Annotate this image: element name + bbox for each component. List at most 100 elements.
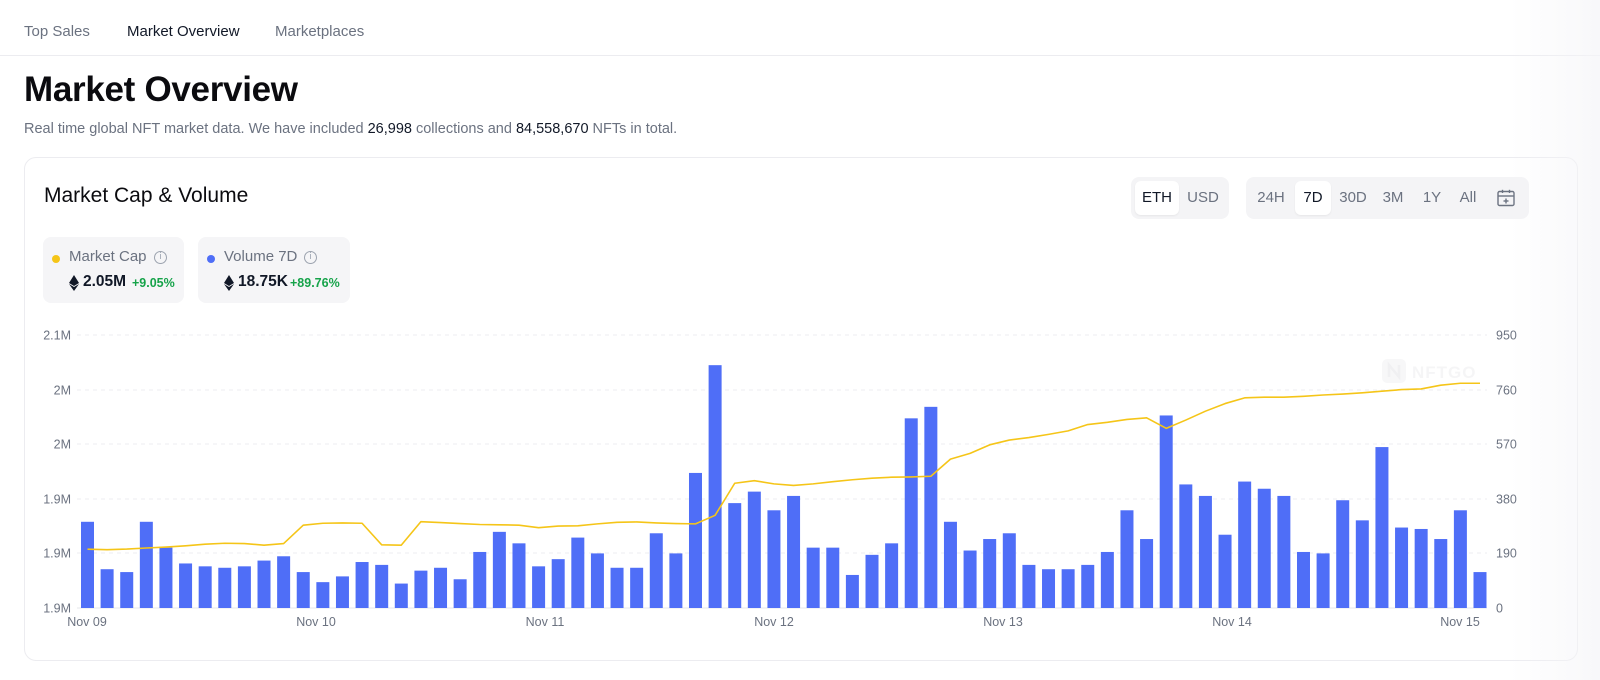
y-left-tick-label: 2M	[54, 384, 71, 398]
y-left-tick-label: 2M	[54, 438, 71, 452]
volume-bar	[1198, 495, 1212, 608]
x-tick-label: Nov 09	[67, 615, 107, 629]
range-all-button[interactable]: All	[1459, 189, 1477, 206]
volume-bar	[139, 521, 153, 608]
volume-bar	[532, 566, 546, 608]
collections-count: 26,998	[367, 121, 412, 137]
volume-bar	[335, 576, 349, 608]
currency-usd-button[interactable]: USD	[1187, 189, 1219, 206]
volume-bar	[434, 567, 448, 608]
volume-bar	[257, 560, 271, 608]
volume-bar	[865, 554, 879, 608]
volume-bar	[1218, 534, 1232, 608]
volume-bar	[355, 562, 369, 608]
x-tick-label: Nov 12	[754, 615, 794, 629]
volume-bar	[120, 572, 134, 608]
volume-bar	[1100, 551, 1114, 608]
volume-bar	[1120, 510, 1134, 608]
info-icon[interactable]: i	[304, 251, 317, 264]
volume-bar	[512, 543, 526, 608]
volume-7d-value: 18.75K	[238, 273, 288, 290]
volume-bar	[885, 543, 899, 608]
volume-bar	[943, 521, 957, 608]
x-tick-label: Nov 15	[1440, 615, 1480, 629]
eth-icon	[69, 275, 79, 291]
volume-bar	[1316, 553, 1330, 608]
range-1y-button[interactable]: 1Y	[1422, 189, 1442, 206]
volume-bar	[1395, 527, 1409, 608]
volume-bar	[453, 579, 467, 608]
y-right-tick-label: 760	[1496, 384, 1517, 398]
volume-bar	[669, 553, 683, 608]
currency-toggle: ETH USD	[1131, 177, 1229, 219]
y-right-tick-label: 0	[1496, 602, 1503, 616]
volume-bar	[1179, 484, 1193, 608]
volume-bar	[1042, 569, 1056, 608]
volume-bar	[571, 537, 585, 608]
volume-bar	[1355, 520, 1369, 608]
y-right-tick-label: 190	[1496, 547, 1517, 561]
tab-market-overview[interactable]: Market Overview	[127, 23, 240, 40]
volume-bar	[787, 495, 801, 608]
volume-bar	[1061, 569, 1075, 608]
range-24h-button[interactable]: 24H	[1257, 189, 1285, 206]
tab-top-sales[interactable]: Top Sales	[24, 23, 90, 40]
market-cap-label: Market Cap	[69, 248, 147, 265]
volume-bar	[1257, 488, 1271, 608]
range-3m-button[interactable]: 3M	[1382, 189, 1404, 206]
volume-bar	[492, 531, 506, 608]
subtitle-text-end: NFTs in total.	[588, 121, 678, 137]
x-tick-label: Nov 11	[526, 615, 565, 629]
volume-bar	[1375, 447, 1389, 608]
volume-bar	[218, 567, 232, 608]
volume-7d-change: +89.76%	[290, 276, 340, 290]
volume-bar	[1159, 415, 1173, 608]
market-cap-line	[87, 382, 1480, 551]
market-cap-stat: Market Cap i 2.05M +9.05%	[43, 237, 184, 303]
volume-bar	[375, 564, 389, 608]
volume-bar	[179, 563, 193, 608]
volume-bar	[1081, 564, 1095, 608]
volume-bar	[277, 556, 291, 608]
volume-bar	[1022, 564, 1036, 608]
volume-bar	[100, 569, 114, 608]
page-subtitle: Real time global NFT market data. We hav…	[24, 121, 677, 137]
volume-bar	[1277, 495, 1291, 608]
nfts-count: 84,558,670	[515, 121, 589, 137]
volume-bar	[983, 539, 997, 608]
volume-bar	[845, 574, 859, 608]
volume-bar	[198, 566, 212, 608]
volume-bar	[473, 551, 487, 608]
y-right-tick-label: 950	[1496, 329, 1517, 343]
volume-bar	[688, 472, 702, 608]
volume-bar	[296, 572, 310, 608]
subtitle-text-start: Real time global NFT market data. We hav…	[24, 121, 368, 137]
x-tick-label: Nov 13	[983, 615, 1023, 629]
x-tick-label: Nov 14	[1212, 615, 1252, 629]
volume-bar	[747, 491, 761, 608]
volume-bar	[649, 533, 663, 608]
y-left-tick-label: 1.9M	[43, 547, 71, 561]
volume-bar	[394, 583, 408, 608]
volume-bar	[708, 365, 722, 608]
volume-bar	[826, 547, 840, 608]
y-right-tick-label: 570	[1496, 438, 1517, 452]
volume-bar	[1140, 539, 1154, 608]
range-30d-button[interactable]: 30D	[1339, 189, 1367, 206]
volume-bar	[630, 567, 644, 608]
y-right-tick-label: 380	[1496, 493, 1517, 507]
x-tick-label: Nov 10	[296, 615, 336, 629]
tab-marketplaces[interactable]: Marketplaces	[275, 23, 365, 40]
volume-bar	[1238, 481, 1252, 608]
range-7d-button[interactable]: 7D	[1295, 181, 1331, 215]
market-cap-volume-chart[interactable]: 2.1M 2M 2M 1.9M 1.9M 1.9M 950 760 570 380 190 0 Nov …	[0, 0, 1600, 640]
time-range-toggle: 24H 7D 30D 3M 1Y All	[1246, 177, 1529, 219]
volume-bar	[1473, 572, 1487, 608]
volume-bar	[159, 547, 173, 608]
info-icon[interactable]: i	[154, 251, 167, 264]
volume-bar	[767, 510, 781, 608]
volume-bar	[590, 553, 604, 608]
volume-bar	[1414, 528, 1428, 608]
volume-bar	[1336, 500, 1350, 608]
currency-eth-button[interactable]: ETH	[1135, 181, 1179, 215]
